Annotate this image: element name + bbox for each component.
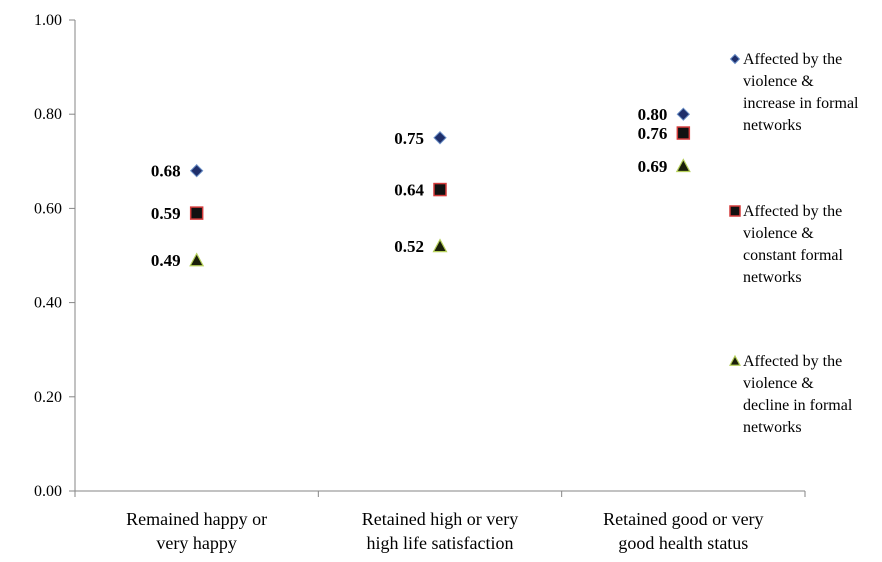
axes: 0.00 0.20 0.40 0.60 0.80 1.00 Remained happy o… [34, 12, 806, 553]
data-label: 0.59 [151, 204, 181, 223]
data-point [189, 252, 205, 267]
legend: Affected by the violence & increase in for… [728, 51, 859, 436]
data-point [189, 206, 204, 220]
data-points [189, 107, 691, 267]
data-point [676, 107, 691, 121]
data-point [675, 158, 691, 173]
data-label: 0.80 [638, 105, 668, 124]
data-label: 0.52 [394, 237, 424, 256]
legend-entry: Affected by the violence & decline in form… [728, 353, 853, 436]
legend-entry: Affected by the violence & increase in for… [729, 51, 859, 134]
data-label: 0.49 [151, 251, 181, 270]
data-label: 0.76 [638, 124, 668, 143]
legend-marker [729, 53, 741, 65]
x-category-label: Retained good or very good health status [603, 509, 763, 553]
data-label: 0.64 [394, 181, 424, 200]
x-category-label: Retained high or very high life satisfact… [362, 509, 518, 553]
legend-marker [729, 205, 741, 217]
data-label: 0.75 [394, 129, 424, 148]
y-tick-label: 0.20 [34, 389, 62, 406]
data-point [433, 182, 447, 197]
y-tick-label: 0.40 [34, 295, 62, 312]
data-label: 0.68 [151, 162, 181, 181]
x-category-label: Remained happy or very happy [126, 509, 267, 553]
legend-label: Affected by the violence & decline in form… [743, 353, 853, 436]
data-point [432, 238, 448, 253]
data-point [433, 131, 447, 145]
data-point [189, 164, 204, 178]
legend-label: Affected by the violence & constant formal… [743, 203, 844, 286]
y-tick-label: 0.00 [34, 483, 62, 500]
y-tick-label: 0.80 [34, 106, 62, 123]
y-tick-label: 1.00 [34, 12, 62, 29]
data-label: 0.69 [638, 157, 668, 176]
legend-label: Affected by the violence & increase in for… [743, 51, 859, 134]
legend-marker [728, 354, 742, 366]
y-tick-label: 0.60 [34, 200, 62, 217]
legend-entry: Affected by the violence & constant formal… [729, 203, 844, 286]
data-point [676, 126, 691, 140]
data-labels: 0.68 0.75 0.80 0.59 0.64 0.76 0.49 0.52 0.69 [151, 105, 667, 270]
